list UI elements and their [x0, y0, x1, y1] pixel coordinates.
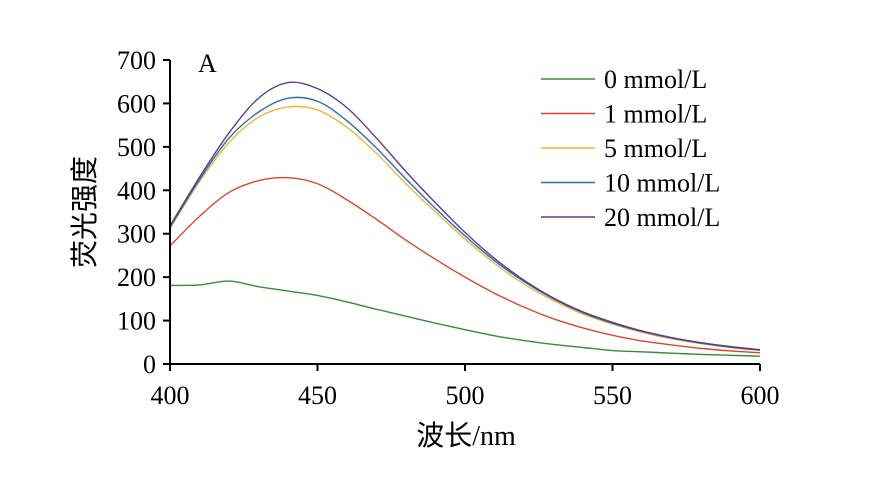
legend-label: 10 mmol/L — [604, 169, 720, 198]
legend-label: 5 mmol/L — [604, 134, 707, 163]
series-line-1 — [169, 176, 761, 354]
x-tick-label: 500 — [446, 381, 485, 410]
x-ticks: 400 450 500 550 600 — [151, 364, 780, 410]
y-ticks: 0 100 200 300 400 500 600 700 — [117, 46, 170, 379]
y-tick-label: 500 — [117, 133, 156, 162]
legend-label: 0 mmol/L — [604, 65, 707, 94]
legend: 0 mmol/L 1 mmol/L 5 mmol/L 10 mmol/L 20 mmol… — [541, 65, 720, 232]
series-layer — [169, 81, 761, 357]
x-tick-label: 550 — [593, 381, 632, 410]
y-tick-label: 700 — [117, 46, 156, 75]
y-tick-label: 300 — [117, 220, 156, 249]
x-tick-label: 600 — [741, 381, 780, 410]
y-tick-label: 600 — [117, 89, 156, 118]
legend-label: 1 mmol/L — [604, 100, 707, 129]
series-line-4 — [169, 81, 761, 351]
x-axis-title: 波长/nm — [416, 420, 516, 452]
panel-label: A — [198, 49, 217, 78]
legend-label: 20 mmol/L — [604, 203, 720, 232]
y-tick-label: 0 — [143, 350, 156, 379]
y-tick-label: 200 — [117, 263, 156, 292]
x-tick-label: 450 — [298, 381, 337, 410]
y-axis-title: 荧光强度 — [69, 156, 101, 268]
series-line-2 — [169, 105, 761, 352]
x-tick-label: 400 — [151, 381, 190, 410]
y-tick-label: 400 — [117, 176, 156, 205]
series-line-0 — [169, 280, 761, 357]
y-tick-label: 100 — [117, 307, 156, 336]
